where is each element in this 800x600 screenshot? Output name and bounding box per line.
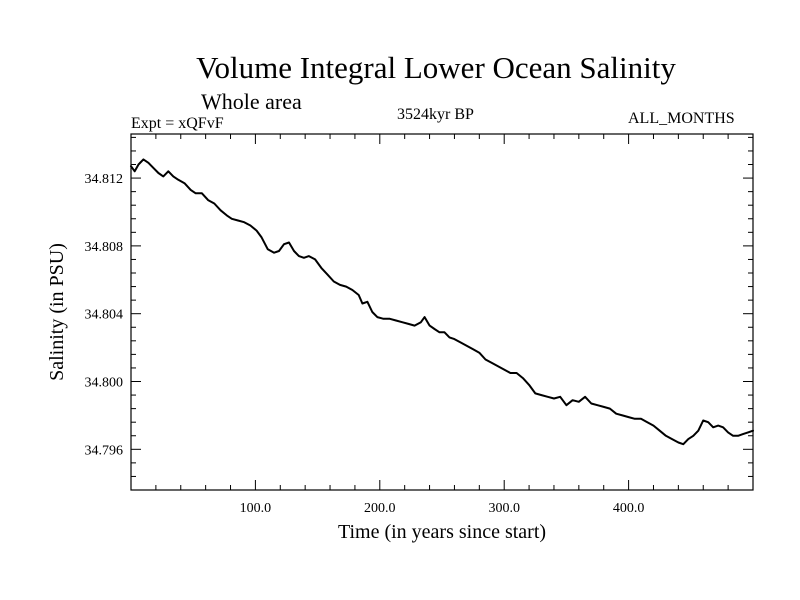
y-tick-label: 34.804 bbox=[85, 308, 124, 323]
x-tick-label: 200.0 bbox=[364, 501, 396, 516]
experiment-label: Expt = xQFvF bbox=[131, 115, 224, 132]
y-axis-label: Salinity (in PSU) bbox=[46, 243, 68, 381]
date-label: 3524kyr BP bbox=[397, 106, 474, 123]
axis-ticks bbox=[131, 134, 753, 490]
plot-frame bbox=[130, 133, 754, 491]
chart-title: Volume Integral Lower Ocean Salinity bbox=[196, 50, 676, 85]
x-tick-label: 300.0 bbox=[488, 501, 520, 516]
y-tick-label: 34.808 bbox=[85, 240, 124, 255]
salinity-series-line bbox=[130, 158, 754, 446]
y-tick-label: 34.796 bbox=[85, 443, 124, 458]
x-tick-label: 100.0 bbox=[240, 501, 272, 516]
y-tick-label: 34.800 bbox=[85, 376, 124, 391]
months-label: ALL_MONTHS bbox=[628, 110, 735, 127]
y-tick-label: 34.812 bbox=[85, 172, 124, 187]
x-tick-label: 400.0 bbox=[613, 501, 645, 516]
x-axis-label: Time (in years since start) bbox=[338, 521, 546, 543]
chart-subtitle: Whole area bbox=[201, 89, 302, 114]
tick-labels: 100.0 200.0 300.0 400.0 34.796 34.800 34.804 34… bbox=[85, 172, 645, 516]
